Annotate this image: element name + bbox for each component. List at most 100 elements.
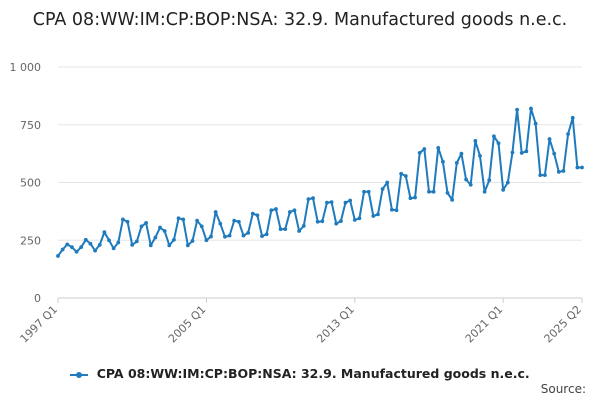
data-point xyxy=(190,239,195,243)
data-point xyxy=(269,208,274,213)
data-point xyxy=(88,241,93,246)
data-point xyxy=(385,180,390,185)
data-point xyxy=(65,242,70,247)
data-point xyxy=(357,216,362,221)
data-point xyxy=(116,240,121,245)
data-point xyxy=(496,141,501,146)
data-point xyxy=(543,173,547,178)
data-point xyxy=(343,200,348,205)
data-point xyxy=(306,197,311,202)
data-point xyxy=(348,198,353,203)
data-point xyxy=(79,245,84,250)
data-point xyxy=(93,248,97,253)
x-tick-label: 2025 Q2 xyxy=(542,303,585,346)
data-point xyxy=(510,150,515,155)
data-point xyxy=(301,224,306,228)
legend-series-marker xyxy=(70,370,89,380)
data-point xyxy=(371,214,376,218)
data-point xyxy=(529,106,533,111)
data-point xyxy=(158,225,162,230)
data-point xyxy=(325,200,329,205)
data-point xyxy=(218,221,223,226)
chart-title: CPA 08:WW:IM:CP:BOP:NSA: 32.9. Manufactu… xyxy=(32,10,568,30)
x-tick-label: 2021 Q1 xyxy=(463,303,506,346)
data-point xyxy=(283,227,288,232)
data-point xyxy=(399,171,404,176)
data-point xyxy=(172,237,176,242)
data-point xyxy=(482,189,487,194)
data-point xyxy=(246,230,251,235)
data-point xyxy=(70,245,74,250)
legend[interactable]: CPA 08:WW:IM:CP:BOP:NSA: 32.9. Manufactu… xyxy=(0,366,600,381)
data-point xyxy=(580,165,584,170)
data-point xyxy=(297,229,302,233)
data-point xyxy=(111,246,116,251)
data-point xyxy=(570,115,575,120)
data-point xyxy=(538,173,543,178)
data-point xyxy=(74,249,79,254)
data-point xyxy=(556,169,561,174)
data-point xyxy=(422,147,427,151)
data-point xyxy=(417,151,422,155)
data-point xyxy=(436,145,441,150)
data-point xyxy=(223,234,227,239)
x-tick-label: 1997 Q1 xyxy=(18,303,61,346)
data-point xyxy=(431,189,436,194)
x-tick-label: 2013 Q1 xyxy=(314,303,357,346)
y-tick-label: 250 xyxy=(20,234,41,247)
data-point xyxy=(274,207,278,211)
data-point xyxy=(236,219,241,224)
data-point xyxy=(56,254,60,258)
data-point xyxy=(199,224,204,229)
data-point xyxy=(134,239,139,244)
data-point xyxy=(320,219,325,224)
data-point xyxy=(181,217,186,222)
data-point xyxy=(130,242,135,247)
y-tick-label: 0 xyxy=(34,292,41,305)
data-point xyxy=(403,174,408,178)
data-point xyxy=(278,227,283,232)
data-point xyxy=(566,132,570,136)
data-point xyxy=(478,154,482,158)
data-point xyxy=(547,137,552,141)
data-point xyxy=(533,121,538,126)
data-point xyxy=(311,196,315,201)
data-point xyxy=(450,197,455,202)
y-tick-label: 1 000 xyxy=(10,61,42,74)
data-point xyxy=(524,149,529,154)
data-point xyxy=(575,165,580,170)
data-point xyxy=(389,207,394,212)
data-point xyxy=(250,211,255,216)
data-point xyxy=(153,235,158,240)
data-point xyxy=(394,208,399,213)
data-point xyxy=(102,230,107,235)
data-point xyxy=(264,232,269,237)
data-point xyxy=(227,233,232,238)
data-point xyxy=(195,218,200,223)
data-point xyxy=(204,238,209,243)
data-point xyxy=(515,107,519,112)
data-point xyxy=(107,238,111,243)
data-point xyxy=(315,219,320,224)
data-point xyxy=(454,160,459,165)
data-point xyxy=(440,159,445,164)
data-point xyxy=(459,151,464,156)
data-point xyxy=(97,242,102,247)
data-point xyxy=(519,151,524,155)
data-point xyxy=(362,189,366,194)
data-point xyxy=(464,177,468,182)
data-point xyxy=(139,224,144,229)
data-point xyxy=(185,243,190,248)
data-point xyxy=(380,187,385,191)
y-tick-label: 500 xyxy=(20,177,41,190)
legend-series-label: CPA 08:WW:IM:CP:BOP:NSA: 32.9. Manufactu… xyxy=(96,366,530,381)
data-point xyxy=(427,189,431,194)
data-point xyxy=(209,234,213,239)
data-point xyxy=(561,169,566,173)
data-point xyxy=(213,210,218,214)
data-point xyxy=(505,180,510,185)
data-point xyxy=(552,151,557,156)
data-point xyxy=(501,187,506,192)
data-point xyxy=(329,200,334,205)
